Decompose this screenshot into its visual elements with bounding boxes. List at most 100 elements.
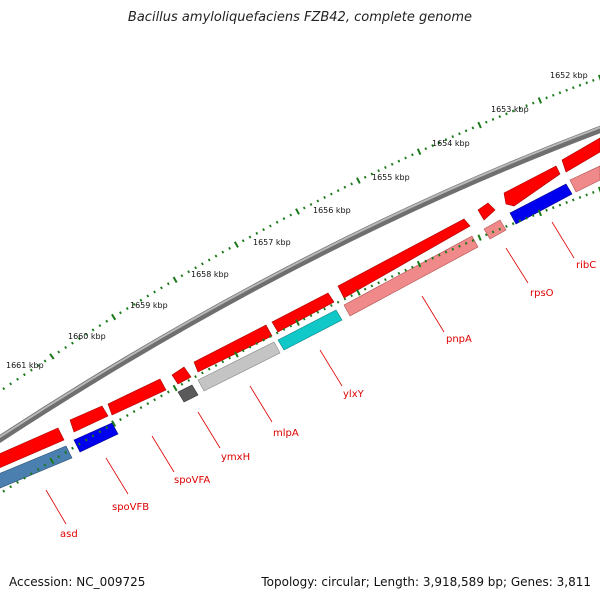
gene-pnpA-fwd[interactable] — [337, 218, 471, 299]
outer-scale-minor-tick — [180, 274, 184, 278]
gene-blue-rev[interactable] — [509, 183, 573, 225]
gene-mlpA-rev[interactable] — [197, 341, 281, 392]
outer-scale-minor-tick — [282, 217, 286, 221]
inner-scale-minor-tick — [491, 230, 495, 234]
inner-scale-minor-tick — [160, 394, 163, 398]
gene-label-rpsO[interactable]: rpsO — [530, 288, 554, 299]
gene-small-1[interactable] — [477, 202, 496, 221]
outer-scale-minor-tick — [275, 220, 279, 224]
outer-scale-major-tick — [295, 208, 300, 215]
gene-label-leaders — [45, 221, 575, 525]
gene-ylxY-rev[interactable] — [277, 309, 343, 351]
inner-scale-minor-tick — [578, 196, 582, 199]
gene-label-ribC[interactable]: ribC — [576, 260, 596, 271]
outer-scale-ticks — [2, 74, 600, 391]
inner-scale-minor-tick — [545, 208, 548, 212]
leader-rpsO — [505, 247, 529, 284]
gene-mlpA-fwd[interactable] — [193, 324, 273, 373]
gene-label-ylxY[interactable]: ylxY — [343, 389, 365, 400]
outer-scale-minor-tick — [84, 332, 88, 336]
inner-scale-minor-tick — [77, 442, 81, 446]
gene-pnpA-rev[interactable] — [343, 235, 479, 317]
outer-scale-minor-tick — [262, 228, 265, 232]
outer-scale-minor-tick — [397, 159, 401, 163]
gene-ymxH-rev[interactable] — [177, 384, 199, 403]
outer-scale-minor-tick — [424, 147, 428, 151]
outer-scale-minor-tick — [323, 195, 326, 200]
inner-scale-minor-tick — [9, 485, 13, 489]
gene-ylxY-fwd[interactable] — [271, 292, 335, 333]
outer-scale-major-tick — [537, 97, 543, 104]
leader-spoVFB — [105, 457, 129, 495]
outer-scale-minor-tick — [166, 282, 170, 286]
inner-scale-minor-tick — [565, 201, 568, 204]
gene-label-pnpA[interactable]: pnpA — [446, 334, 472, 345]
genome-backbone-highlight — [0, 126, 600, 439]
gene-asd-rev[interactable] — [0, 445, 73, 489]
outer-scale-minor-tick — [384, 166, 387, 169]
gene-rpsO-upstream[interactable] — [503, 165, 561, 207]
genome-summary: Topology: circular; Length: 3,918,589 bp… — [261, 575, 591, 589]
outer-scale-minor-tick — [132, 302, 136, 306]
inner-scale-minor-tick — [411, 265, 414, 269]
inner-scale-minor-tick — [207, 367, 211, 371]
outer-scale-minor-tick — [411, 153, 414, 157]
accession-label: Accession: — [9, 575, 73, 589]
gene-spoVFA-fwd[interactable] — [107, 378, 167, 416]
inner-scale-minor-tick — [16, 480, 19, 484]
inner-scale-minor-tick — [309, 314, 313, 318]
gene-spoVFB-fwd[interactable] — [69, 405, 109, 433]
inner-scale-minor-tick — [592, 191, 595, 194]
inner-scale-minor-tick — [214, 363, 218, 367]
leader-spoVFA — [151, 435, 175, 473]
map-title: Bacillus amyloliquefaciens FZB42, comple… — [127, 10, 473, 25]
gene-ribC-fwd[interactable] — [561, 137, 600, 173]
inner-scale-minor-tick — [370, 284, 374, 288]
leader-mlpA — [249, 385, 273, 423]
kbp-label: 1658 kbp — [191, 270, 229, 279]
inner-scale-minor-tick — [146, 402, 150, 406]
kbp-label-group: 1652 kbp 1653 kbp 1654 kbp 1655 kbp 1656 kbp… — [6, 71, 588, 370]
inner-scale-minor-tick — [2, 489, 6, 493]
gene-ymxH-fwd[interactable] — [171, 366, 192, 385]
outer-scale-minor-tick — [343, 185, 347, 189]
outer-scale-minor-tick — [558, 91, 562, 95]
gene-label-spoVFA[interactable]: spoVFA — [174, 475, 210, 486]
inner-scale-minor-tick — [241, 349, 245, 353]
outer-scale-minor-tick — [491, 117, 495, 121]
inner-scale-minor-tick — [572, 198, 575, 202]
gene-label-ymxH[interactable]: ymxH — [221, 452, 250, 463]
inner-scale-minor-tick — [377, 281, 381, 285]
outer-scale-minor-tick — [350, 182, 354, 186]
outer-scale-minor-tick — [309, 202, 313, 206]
inner-scale-major-tick — [416, 260, 422, 268]
gene-ribC-rev[interactable] — [569, 165, 600, 193]
gene-label-asd[interactable]: asd — [60, 529, 78, 540]
inner-scale-minor-tick — [105, 426, 109, 430]
gene-label-mlpA[interactable]: mlpA — [273, 428, 299, 439]
outer-scale-minor-tick — [484, 120, 488, 124]
gene-label-spoVFB[interactable]: spoVFB — [112, 502, 149, 513]
outer-scale-minor-tick — [471, 126, 475, 130]
gene-labels: ribC rpsO pnpA ylxY mlpA ymxH spoVFA spo… — [60, 260, 596, 540]
inner-scale-minor-tick — [330, 304, 333, 308]
gene-spoVFB-rev[interactable] — [73, 422, 119, 453]
outer-scale-minor-tick — [585, 81, 588, 85]
inner-scale-minor-tick — [518, 219, 522, 223]
reverse-strand-genes — [0, 165, 600, 489]
outer-scale-minor-tick — [336, 189, 340, 193]
accession-text: Accession: NC_009725 — [9, 575, 145, 589]
outer-scale-major-tick — [233, 241, 239, 248]
outer-scale-minor-tick — [57, 350, 61, 354]
gene-rpsO-rev[interactable] — [483, 219, 507, 240]
inner-scale-major-tick — [356, 289, 361, 296]
gene-asd-fwd[interactable] — [0, 427, 65, 472]
kbp-label: 1660 kbp — [68, 332, 106, 341]
outer-scale-minor-tick — [363, 175, 367, 179]
outer-scale-major-tick — [172, 276, 178, 284]
genome-backbone — [0, 125, 600, 444]
inner-scale-minor-tick — [125, 414, 129, 418]
inner-scale-minor-tick — [525, 216, 528, 220]
